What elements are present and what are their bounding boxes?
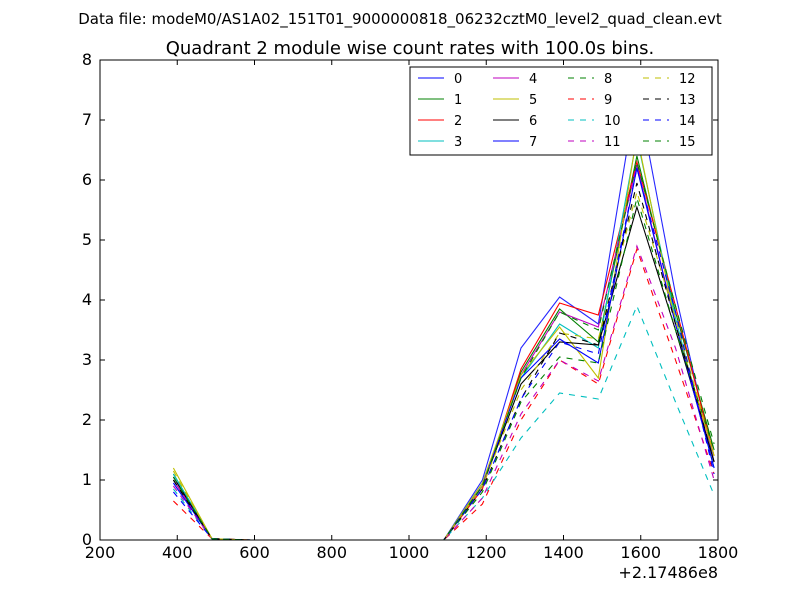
legend-label-8: 8	[604, 72, 612, 87]
legend-label-6: 6	[529, 114, 537, 129]
legend-label-1: 1	[454, 93, 462, 108]
y-tick-label: 7	[82, 110, 92, 129]
series-line-10	[172, 304, 715, 541]
legend-label-4: 4	[529, 72, 537, 87]
legend-label-15: 15	[679, 135, 696, 150]
legend-label-0: 0	[454, 72, 462, 87]
x-tick-label: 1000	[389, 543, 430, 562]
legend-label-10: 10	[604, 114, 621, 129]
legend-label-5: 5	[529, 93, 537, 108]
y-tick-label: 0	[82, 530, 92, 549]
series-line-9	[173, 247, 715, 541]
y-tick-label: 8	[82, 50, 92, 69]
legend-label-13: 13	[679, 93, 696, 108]
x-tick-label: 400	[162, 543, 193, 562]
chart-title: Quadrant 2 module wise count rates with …	[166, 38, 655, 59]
figure-suptitle: Data file: modeM0/AS1A02_151T01_90000008…	[78, 10, 722, 29]
series-line-12	[172, 189, 715, 541]
legend-label-2: 2	[454, 114, 462, 129]
y-tick-label: 4	[82, 290, 92, 309]
y-tick-label: 5	[82, 230, 92, 249]
x-tick-label: 1400	[543, 543, 584, 562]
legend-label-11: 11	[604, 135, 621, 150]
legend-label-12: 12	[679, 72, 696, 87]
x-tick-label: 200	[85, 543, 116, 562]
series-line-11	[172, 244, 715, 541]
y-tick-label: 3	[82, 350, 92, 369]
axes-layer: 200 400 600 800 1000 1200 1400 1600 180001234567…	[82, 50, 739, 562]
legend-label-14: 14	[679, 114, 696, 129]
legend-box	[409, 66, 713, 156]
y-tick-label: 6	[82, 170, 92, 189]
y-tick-label: 2	[82, 410, 92, 429]
x-tick-label: 1600	[620, 543, 661, 562]
legend-label-7: 7	[529, 135, 537, 150]
y-tick-label: 1	[82, 470, 92, 489]
x-tick-label: 800	[316, 543, 347, 562]
x-tick-label: 600	[239, 543, 270, 562]
legend-label-9: 9	[604, 93, 612, 108]
legend-label-3: 3	[454, 135, 462, 150]
x-offset-label: +2.17486e8	[618, 563, 718, 582]
x-tick-label: 1200	[466, 543, 507, 562]
x-tick-label: 1800	[698, 543, 739, 562]
